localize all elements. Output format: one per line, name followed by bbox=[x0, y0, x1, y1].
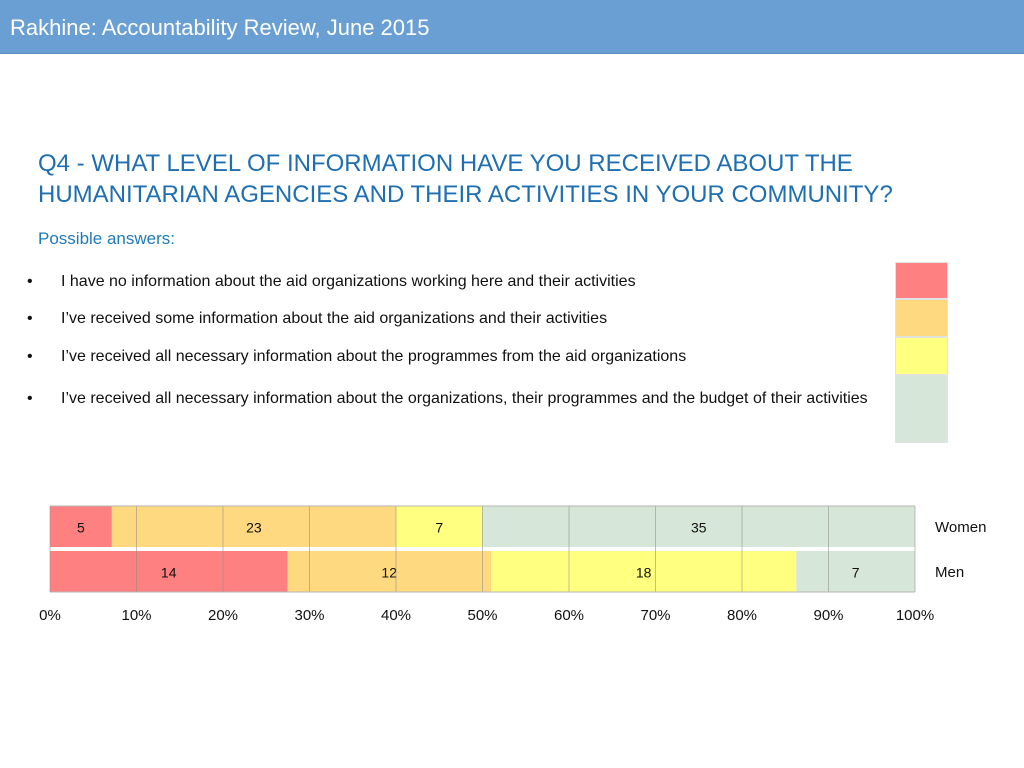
bar-segment bbox=[482, 506, 915, 547]
slide-title: Rakhine: Accountability Review, June 201… bbox=[10, 15, 430, 40]
bullet-icon: • bbox=[27, 348, 33, 365]
x-tick-label: 10% bbox=[121, 607, 151, 624]
x-tick-label: 60% bbox=[554, 607, 584, 624]
x-tick-label: 100% bbox=[896, 607, 934, 624]
data-label: 5 bbox=[77, 520, 85, 536]
x-tick-label: 80% bbox=[727, 607, 757, 624]
category-label: Women bbox=[935, 519, 986, 536]
data-label: 7 bbox=[435, 520, 443, 536]
answer-text: I’ve received all necessary information … bbox=[61, 348, 687, 365]
bar-segment bbox=[490, 551, 797, 592]
answer-text: I’ve received some information about the… bbox=[61, 310, 608, 327]
legend-swatch-programmes bbox=[895, 337, 948, 375]
data-label: 14 bbox=[161, 565, 177, 581]
x-tick-label: 50% bbox=[467, 607, 497, 624]
data-label: 23 bbox=[246, 520, 262, 536]
x-tick-label: 20% bbox=[208, 607, 238, 624]
bar-segment bbox=[796, 551, 915, 592]
possible-answers-label: Possible answers: bbox=[38, 229, 176, 248]
header-bar: Rakhine: Accountability Review, June 201… bbox=[0, 0, 1024, 54]
bullet-icon: • bbox=[27, 390, 33, 407]
data-label: 7 bbox=[852, 565, 860, 581]
x-tick-label: 70% bbox=[640, 607, 670, 624]
bar-segment bbox=[396, 506, 483, 547]
x-tick-label: 0% bbox=[39, 607, 61, 624]
bar-segment bbox=[50, 551, 288, 592]
data-label: 12 bbox=[381, 565, 397, 581]
x-tick-label: 30% bbox=[294, 607, 324, 624]
data-label: 35 bbox=[691, 520, 707, 536]
bar-segment bbox=[111, 506, 397, 547]
bullet-icon: • bbox=[27, 310, 33, 327]
x-tick-label: 90% bbox=[813, 607, 843, 624]
answer-text: I have no information about the aid orga… bbox=[61, 273, 636, 290]
bar-segment bbox=[287, 551, 491, 592]
x-tick-label: 40% bbox=[381, 607, 411, 624]
legend-swatch-full bbox=[895, 375, 948, 443]
legend-swatch-none bbox=[895, 262, 948, 299]
bar-segment bbox=[50, 506, 112, 547]
legend-swatch-some bbox=[895, 299, 948, 337]
category-label: Men bbox=[935, 564, 964, 581]
question-heading: Q4 - WHAT LEVEL OF INFORMATION HAVE YOU … bbox=[38, 150, 893, 208]
data-label: 18 bbox=[636, 565, 652, 581]
answer-text: I’ve received all necessary information … bbox=[61, 390, 868, 407]
bullet-icon: • bbox=[27, 273, 33, 290]
